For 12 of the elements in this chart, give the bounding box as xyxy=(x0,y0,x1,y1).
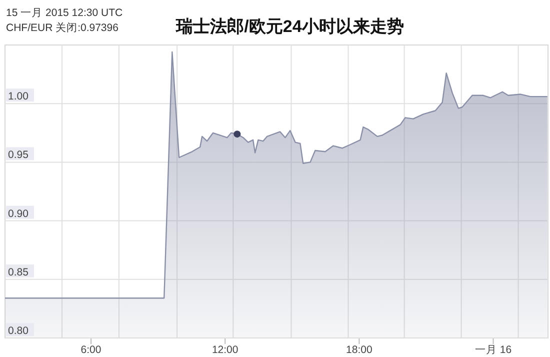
y-tick-label: 1.00 xyxy=(8,90,29,103)
text: CHF/EUR 关闭:0.97396 xyxy=(6,21,119,34)
text: 15 一月 2015 12:30 UTC xyxy=(6,7,123,19)
x-tick-label: 18:00 xyxy=(346,344,372,356)
chart-title: 瑞士法郎/欧元24小时以来走势 xyxy=(175,17,404,36)
x-tick-label: 6:00 xyxy=(80,344,102,356)
x-tick-label: 一月 16 xyxy=(474,344,512,356)
y-tick-label: 0.90 xyxy=(8,208,29,220)
y-tick-label: 0.85 xyxy=(8,266,29,278)
x-tick-label: 12:00 xyxy=(212,344,238,356)
y-tick-label: 0.80 xyxy=(8,325,29,337)
y-tick-label: 0.95 xyxy=(8,149,29,162)
